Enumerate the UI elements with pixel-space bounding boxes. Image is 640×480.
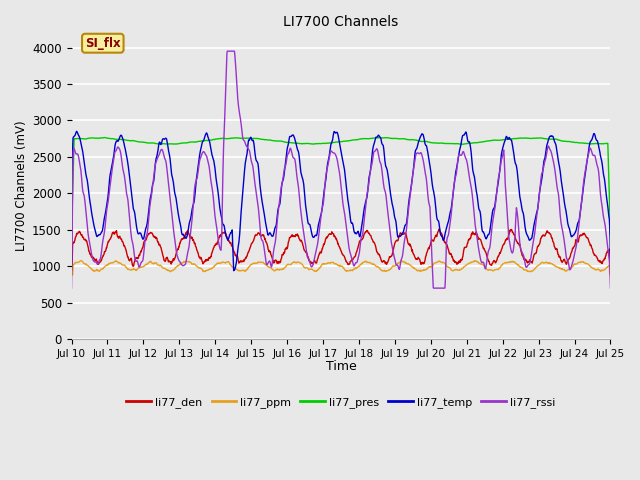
X-axis label: Time: Time xyxy=(326,360,356,373)
Y-axis label: LI7700 Channels (mV): LI7700 Channels (mV) xyxy=(15,121,28,252)
Text: SI_flx: SI_flx xyxy=(85,37,120,50)
Legend: li77_den, li77_ppm, li77_pres, li77_temp, li77_rssi: li77_den, li77_ppm, li77_pres, li77_temp… xyxy=(122,392,560,412)
Title: LI7700 Channels: LI7700 Channels xyxy=(284,15,399,29)
